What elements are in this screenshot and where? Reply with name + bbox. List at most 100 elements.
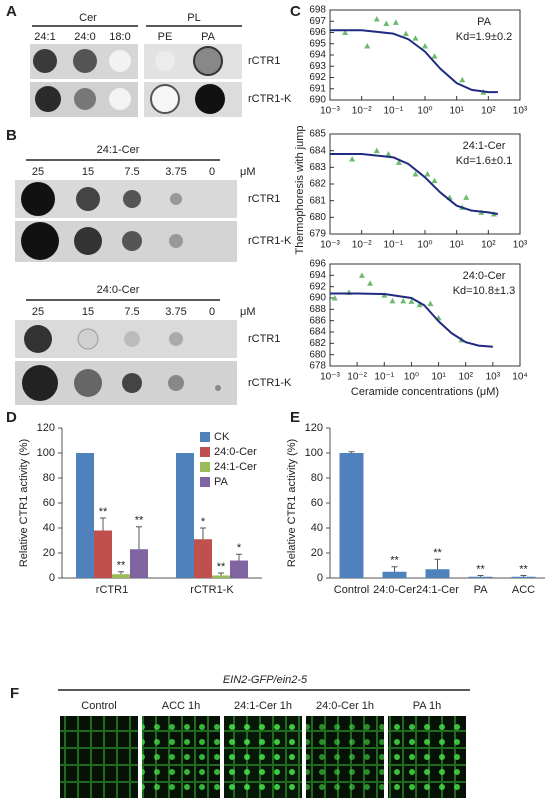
data-point: [459, 76, 466, 83]
y-tick-label: 695: [309, 38, 326, 49]
y-tick-label: 683: [309, 162, 326, 173]
x-tick-label: 10⁻¹: [374, 372, 394, 383]
legend-label: PA: [214, 476, 229, 488]
conc-label: 7.5: [124, 306, 139, 318]
x-tick-label: 10⁴: [512, 372, 527, 383]
x-tick-label: 10²: [481, 106, 496, 117]
y-tick-label: 686: [309, 315, 326, 326]
micrograph: [60, 716, 138, 798]
legend-label: 24:0-Cer: [214, 446, 257, 458]
row-label: rCTR1: [248, 333, 280, 345]
bar: [130, 549, 148, 578]
dot: [169, 234, 183, 248]
kd-label: Kd=10.8±1.3: [453, 285, 516, 297]
data-point: [383, 20, 390, 26]
y-tick-label: 60: [311, 497, 323, 509]
y-tick-label: 678: [309, 361, 326, 372]
conc-label: 15: [82, 306, 94, 318]
y-tick-label: 40: [311, 522, 323, 534]
y-tick-label: 697: [309, 16, 326, 27]
annotation: 24:1-Cer: [463, 140, 506, 152]
fit-curve: [330, 153, 499, 215]
bar: [425, 569, 450, 578]
dot: [122, 373, 142, 393]
treatment-label: ACC 1h: [162, 700, 201, 712]
legend-swatch: [200, 447, 210, 457]
data-point: [367, 280, 374, 286]
panel-label: B: [6, 127, 17, 144]
x-tick-label: 10⁻²: [352, 106, 372, 117]
y-tick-label: 694: [309, 50, 326, 61]
y-tick-label: 40: [43, 522, 55, 534]
bar: [339, 453, 364, 578]
dot: [21, 182, 55, 216]
x-tick-label: rCTR1-K: [190, 584, 234, 596]
significance: **: [117, 560, 126, 572]
legend-swatch: [200, 477, 210, 487]
x-tick-label: 10⁻³: [320, 106, 340, 117]
y-tick-label: 685: [309, 129, 326, 140]
dot: [35, 86, 61, 112]
annotation: 24:0-Cer: [463, 270, 506, 282]
y-tick-label: 120: [37, 422, 55, 434]
y-tick-label: 120: [305, 422, 323, 434]
blot-title: 24:0-Cer: [97, 284, 140, 296]
unit-label: μM: [240, 166, 256, 178]
dot: [21, 222, 59, 260]
conc-label: 7.5: [124, 166, 139, 178]
data-point: [412, 35, 419, 41]
lipid-label: 24:1: [34, 31, 55, 43]
panel-b: 24:1-Cer 25 15 7.5 3.75 0 μM rCTR1 rCTR1…: [15, 144, 292, 405]
y-tick-label: 0: [49, 572, 55, 584]
y-tick-label: 100: [37, 447, 55, 459]
conc-label: 0: [209, 166, 215, 178]
x-tick-label: 10²: [481, 240, 496, 251]
x-tick-label: Control: [334, 584, 369, 596]
bar: [468, 576, 493, 578]
x-tick-label: 10⁻³: [320, 240, 340, 251]
y-tick-label: 60: [43, 497, 55, 509]
conc-label: 0: [209, 306, 215, 318]
panel-title: EIN2-GFP/ein2-5: [223, 674, 308, 686]
legend-label: CK: [214, 431, 230, 443]
dot: [123, 190, 141, 208]
micrograph: [388, 716, 466, 798]
x-tick-label: 10⁻³: [320, 372, 340, 383]
dot: [74, 88, 96, 110]
legend-label: 24:1-Cer: [214, 461, 257, 473]
dot: [170, 193, 182, 205]
significance: **: [390, 555, 399, 567]
y-tick-label: 20: [43, 547, 55, 559]
dot: [76, 187, 100, 211]
data-point: [431, 177, 438, 184]
group-label: Cer: [79, 12, 97, 24]
dot: [215, 385, 221, 391]
panel-label: A: [6, 3, 17, 20]
x-tick-label: 24:0-Cer: [373, 584, 416, 596]
dot: [109, 88, 131, 110]
x-tick-label: 10⁰: [417, 106, 432, 117]
significance: **: [135, 515, 144, 527]
bar: [76, 453, 94, 578]
panel-label: C: [290, 3, 301, 20]
dot: [193, 46, 223, 76]
y-tick-label: 690: [309, 95, 326, 106]
significance: **: [519, 563, 528, 575]
legend-swatch: [200, 432, 210, 442]
treatment-label: 24:1-Cer 1h: [234, 700, 292, 712]
data-point: [463, 194, 470, 200]
y-tick-label: 680: [309, 349, 326, 360]
y-tick-label: 80: [311, 472, 323, 484]
y-tick-label: 684: [309, 145, 326, 156]
blot-title: 24:1-Cer: [97, 144, 140, 156]
dot: [195, 84, 225, 114]
micrograph: [306, 716, 384, 798]
panel-label: F: [10, 685, 19, 702]
y-tick-label: 694: [309, 270, 326, 281]
data-point: [422, 43, 428, 49]
data-point: [389, 297, 396, 304]
bar: [511, 576, 536, 578]
y-tick-label: 679: [309, 229, 326, 240]
conc-label: 25: [32, 166, 44, 178]
data-point: [431, 53, 438, 59]
